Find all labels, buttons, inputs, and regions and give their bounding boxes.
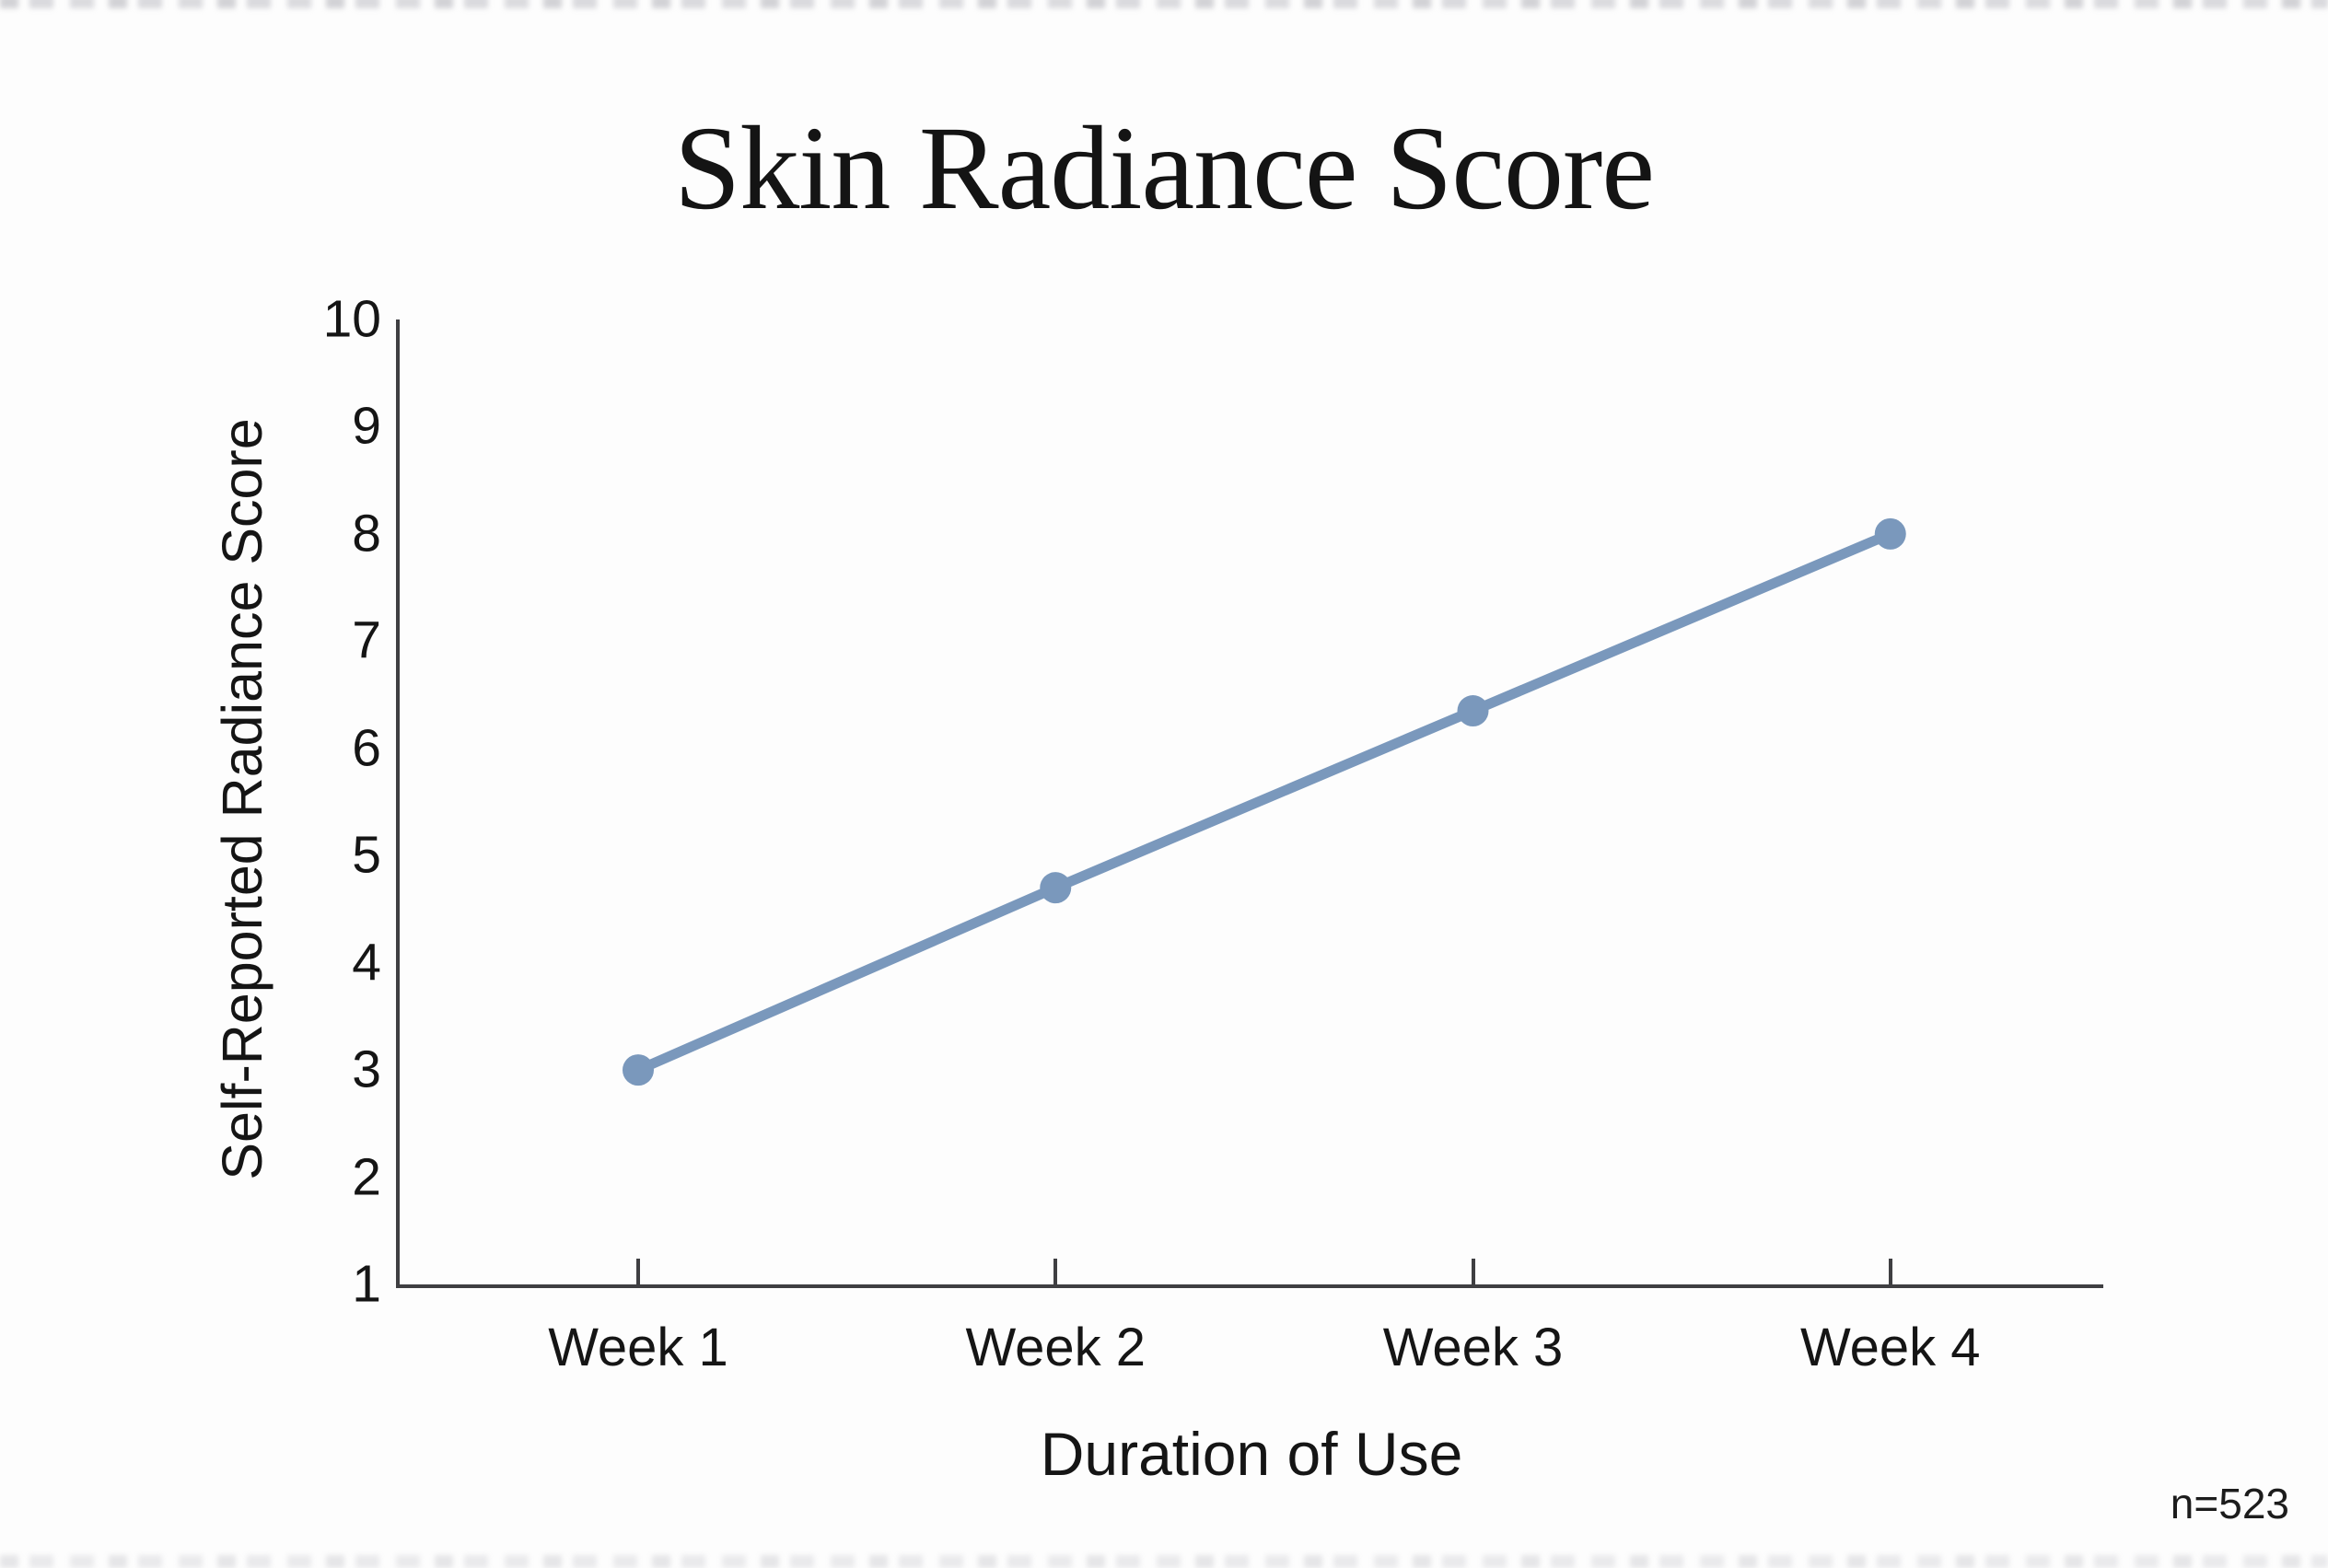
- y-tick-label: 5: [352, 825, 381, 885]
- y-tick-label: 6: [352, 718, 381, 778]
- y-tick-label: 7: [352, 610, 381, 670]
- y-tick-label: 9: [352, 396, 381, 456]
- line-series: [623, 517, 1906, 1086]
- y-tick-label: 2: [352, 1147, 381, 1207]
- x-tick-mark: [636, 1259, 640, 1284]
- data-point-marker: [623, 1054, 654, 1086]
- x-tick-mark: [1888, 1259, 1892, 1284]
- bottom-edge-artifact: [0, 1555, 2328, 1568]
- data-point-marker: [1040, 872, 1072, 904]
- x-axis-title: Duration of Use: [1040, 1420, 1463, 1488]
- x-tick-label: Week 3: [1382, 1318, 1564, 1377]
- x-tick-label: Week 2: [965, 1318, 1147, 1377]
- x-tick-label: Week 4: [1799, 1318, 1981, 1377]
- y-tick-label: 10: [322, 289, 381, 349]
- data-point-marker: [1874, 517, 1906, 550]
- y-tick-label: 4: [352, 933, 381, 993]
- sample-size-note: n=523: [2170, 1480, 2289, 1527]
- top-edge-artifact: [0, 0, 2328, 8]
- y-axis-title: Self-Reported Radiance Score: [211, 418, 274, 1180]
- y-tick-label: 8: [352, 504, 381, 563]
- y-tick-label: 3: [352, 1040, 381, 1099]
- series-line: [633, 528, 1896, 1075]
- chart-title: Skin Radiance Score: [673, 102, 1655, 235]
- data-point-marker: [1457, 695, 1489, 727]
- y-tick-label: 1: [352, 1254, 381, 1314]
- x-tick-mark: [1471, 1259, 1475, 1284]
- x-tick-mark: [1053, 1259, 1058, 1284]
- x-tick-label: Week 1: [548, 1318, 728, 1377]
